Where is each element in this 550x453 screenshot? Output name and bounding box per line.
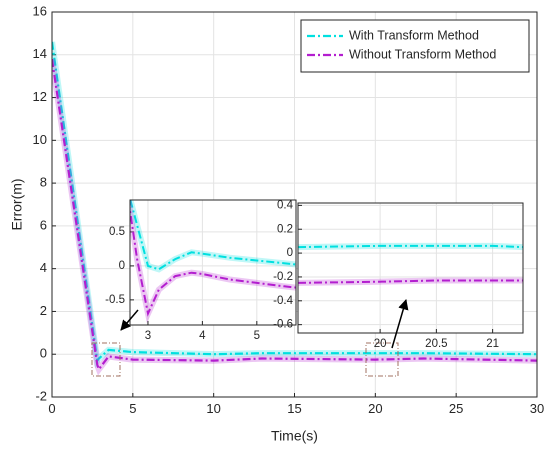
series-line <box>130 203 296 317</box>
y-tick-label: 0 <box>40 346 47 361</box>
x-tick-label: 20 <box>368 401 382 416</box>
y-tick-label: 0 <box>287 247 293 259</box>
y-tick-label: 14 <box>33 46 47 61</box>
y-tick-label: 2 <box>40 303 47 318</box>
series-group <box>130 200 296 324</box>
series-group <box>298 242 523 286</box>
axes-frame <box>129 199 297 326</box>
y-tick-label: 16 <box>33 3 47 18</box>
y-tick-label: 8 <box>40 175 47 190</box>
x-tick-label: 20.5 <box>425 338 447 350</box>
axes-frame <box>51 11 538 398</box>
y-tick-label: -0.5 <box>105 294 125 306</box>
series-line <box>130 200 296 271</box>
x-tick-label: 5 <box>254 330 260 342</box>
series-line <box>298 279 523 284</box>
legend-label: Without Transform Method <box>349 47 496 61</box>
y-tick-label: -0.4 <box>273 295 293 307</box>
x-tick-label: 3 <box>145 330 151 342</box>
x-tick-label: 30 <box>530 401 544 416</box>
y-tick-label: 6 <box>40 217 47 232</box>
y-tick-label: 0.4 <box>277 199 294 211</box>
series-group <box>52 41 537 376</box>
axes-frame <box>297 202 524 334</box>
arrow <box>391 298 409 349</box>
x-tick-label: 20 <box>374 338 387 350</box>
series-line <box>52 58 537 372</box>
y-tick-label: 12 <box>33 89 47 104</box>
y-tick-label: 0 <box>119 260 125 272</box>
y-tick-label: -0.6 <box>273 319 293 331</box>
arrow <box>120 309 139 331</box>
x-tick-label: 25 <box>449 401 463 416</box>
y-tick-label: -2 <box>35 388 47 403</box>
zoom-box <box>91 342 121 377</box>
x-axis-label: Time(s) <box>271 428 318 444</box>
y-tick-label: 10 <box>33 132 47 147</box>
y-tick-label: -0.2 <box>273 271 293 283</box>
series-line <box>298 244 523 249</box>
y-tick-label: 0.2 <box>277 223 293 235</box>
x-tick-label: 4 <box>199 330 206 342</box>
series-line <box>52 41 537 364</box>
plot-area <box>298 203 523 333</box>
x-tick-label: 10 <box>206 401 220 416</box>
legend-box <box>300 19 530 73</box>
y-tick-label: 0.5 <box>109 226 125 238</box>
zoom-box <box>365 342 399 377</box>
x-tick-label: 15 <box>287 401 301 416</box>
x-tick-label: 0 <box>48 401 55 416</box>
y-tick-label: 4 <box>40 260 47 275</box>
y-axis-label: Error(m) <box>9 178 25 230</box>
x-tick-label: 21 <box>486 338 499 350</box>
x-tick-label: 5 <box>129 401 136 416</box>
legend-label: With Transform Method <box>349 28 479 42</box>
